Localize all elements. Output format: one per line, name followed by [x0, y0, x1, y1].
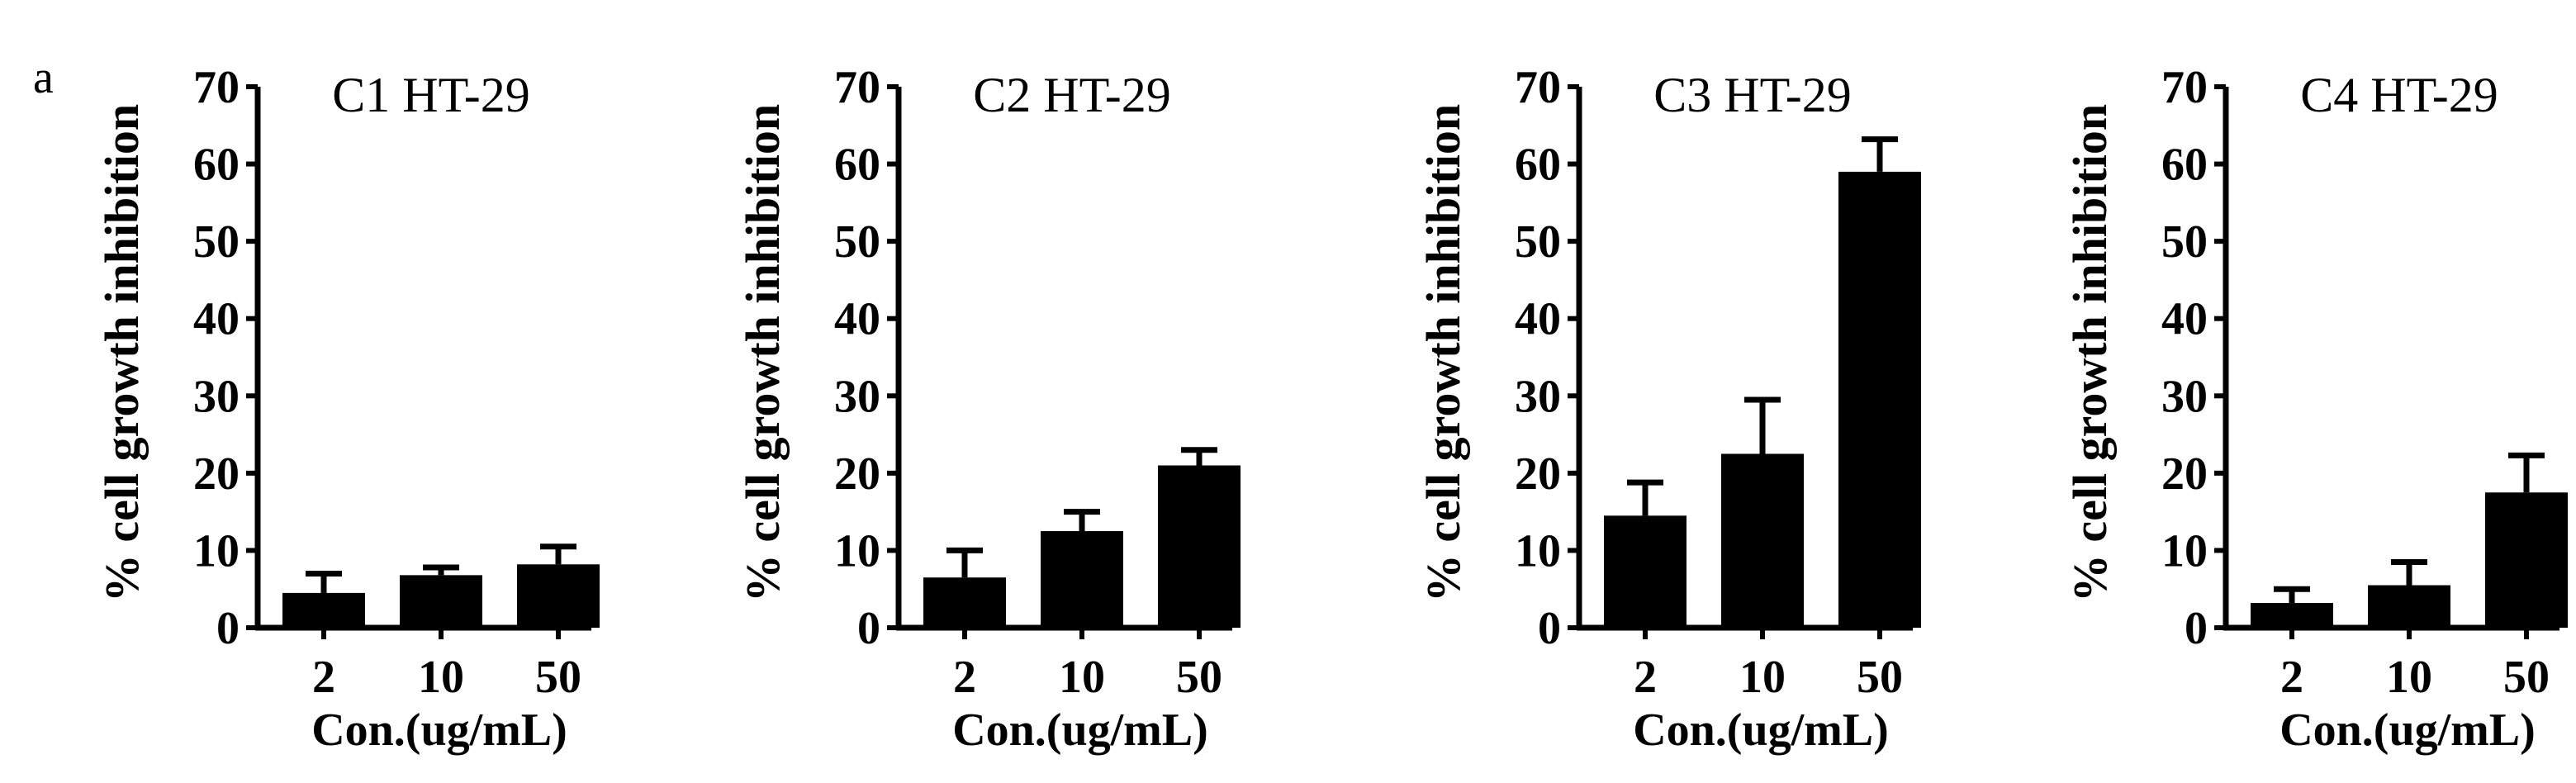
bar-10 — [2368, 585, 2450, 628]
y-tick-label: 40 — [193, 294, 240, 345]
y-tick-label: 70 — [193, 62, 240, 113]
y-tick-label: 10 — [1515, 525, 1561, 577]
x-tick-label: 50 — [1857, 652, 1903, 703]
y-tick-label: 30 — [193, 371, 240, 422]
chart-panel-1: C1 HT-29 % cell growth inhibition 0 10 20 30 4… — [95, 62, 600, 756]
y-axis-label: % cell growth inhibition — [1416, 104, 1470, 602]
chart-title: C4 HT-29 — [2300, 68, 2498, 122]
x-axis-label: Con.(ug/mL) — [952, 705, 1208, 756]
bar-10 — [400, 575, 482, 628]
bar-50 — [1838, 171, 1921, 628]
x-tick-label: 10 — [1059, 652, 1105, 703]
y-tick-label: 20 — [193, 448, 240, 500]
y-tick-label: 0 — [216, 603, 240, 654]
chart-title: C3 HT-29 — [1653, 68, 1851, 122]
y-axis-label: % cell growth inhibition — [95, 104, 149, 602]
y-tick-label: 70 — [1515, 62, 1561, 113]
y-tick-label: 40 — [1515, 294, 1561, 345]
y-tick-label: 40 — [834, 294, 880, 345]
y-tick-label: 10 — [2161, 525, 2208, 577]
x-tick-label: 2 — [1634, 652, 1657, 703]
bar-50 — [2485, 492, 2568, 628]
x-tick-label: 2 — [953, 652, 976, 703]
y-tick-label: 30 — [2161, 371, 2208, 422]
chart-panel-4: C4 HT-29 % cell growth inhibition 0 10 20 30 4… — [2063, 62, 2568, 756]
bar-10 — [1041, 531, 1123, 628]
bar-50 — [517, 564, 600, 628]
x-tick-label: 50 — [1176, 652, 1222, 703]
y-tick-label: 20 — [2161, 448, 2208, 500]
y-tick-label: 20 — [1515, 448, 1561, 500]
bar-10 — [1721, 453, 1804, 628]
x-tick-label: 2 — [312, 652, 335, 703]
y-tick-label: 60 — [2161, 140, 2208, 191]
x-tick-label: 2 — [2280, 652, 2303, 703]
y-axis-label: % cell growth inhibition — [736, 104, 790, 602]
y-tick-label: 10 — [193, 525, 240, 577]
y-tick-label: 70 — [2161, 62, 2208, 113]
x-axis-label: Con.(ug/mL) — [1633, 705, 1889, 756]
y-tick-label: 50 — [1515, 216, 1561, 268]
y-tick-label: 30 — [834, 371, 880, 422]
y-tick-label: 50 — [2161, 216, 2208, 268]
y-tick-label: 20 — [834, 448, 880, 500]
bar-2 — [1604, 515, 1686, 628]
y-axis-label: % cell growth inhibition — [2063, 104, 2117, 602]
chart-panel-3: C3 HT-29 % cell growth inhibition 0 10 20 30 4… — [1416, 62, 1921, 756]
y-tick-label: 60 — [834, 140, 880, 191]
chart-title: C2 HT-29 — [973, 68, 1170, 122]
x-tick-label: 10 — [1739, 652, 1786, 703]
y-tick-label: 0 — [1538, 603, 1561, 654]
y-tick-label: 0 — [857, 603, 880, 654]
panel-letter: a — [33, 52, 54, 103]
chart-panel-2: C2 HT-29 % cell growth inhibition 0 10 20 30 4… — [736, 62, 1241, 756]
bar-2 — [923, 577, 1006, 628]
y-tick-label: 0 — [2185, 603, 2208, 654]
x-tick-label: 50 — [535, 652, 581, 703]
x-axis-label: Con.(ug/mL) — [311, 705, 567, 756]
y-tick-label: 50 — [834, 216, 880, 268]
y-tick-label: 70 — [834, 62, 880, 113]
x-tick-label: 50 — [2503, 652, 2550, 703]
x-tick-label: 10 — [2386, 652, 2432, 703]
y-tick-label: 50 — [193, 216, 240, 268]
bar-2 — [2251, 603, 2333, 628]
y-tick-label: 60 — [1515, 140, 1561, 191]
bar-50 — [1158, 465, 1241, 628]
y-tick-label: 60 — [193, 140, 240, 191]
x-axis-label: Con.(ug/mL) — [2279, 705, 2536, 756]
x-tick-label: 10 — [418, 652, 464, 703]
bar-2 — [282, 592, 365, 628]
y-tick-label: 40 — [2161, 294, 2208, 345]
y-tick-label: 30 — [1515, 371, 1561, 422]
chart-title: C1 HT-29 — [332, 68, 529, 122]
y-tick-label: 10 — [834, 525, 880, 577]
